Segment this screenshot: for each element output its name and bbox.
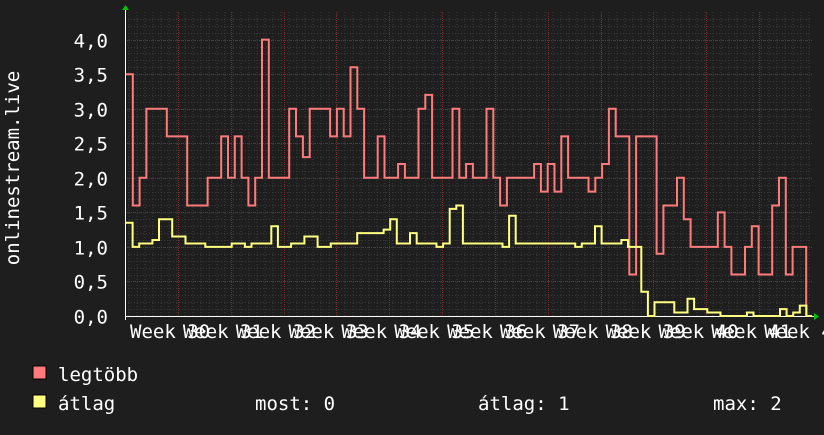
x-tick-label: Week 30 — [130, 321, 210, 343]
y-tick-label: 2,0 — [74, 169, 108, 191]
y-tick-label: 2,5 — [74, 134, 108, 156]
x-tick-label: Week 38 — [553, 321, 633, 343]
x-tick-label: Week 40 — [658, 321, 738, 343]
y-tick-label: 3,5 — [74, 65, 108, 87]
legend-swatch-max — [32, 365, 47, 380]
series-line-max — [126, 38, 812, 317]
x-tick-label: Week 39 — [606, 321, 686, 343]
legend-label-max: legtöbb — [58, 364, 138, 386]
y-tick-label: 3,0 — [74, 100, 108, 122]
legend-label-avg: átlag — [58, 393, 115, 415]
x-tick-label: Week 33 — [289, 321, 369, 343]
y-axis-label: onlinestream.live — [2, 71, 24, 265]
x-tick-label: Week 35 — [394, 321, 474, 343]
y-tick-label: 1,5 — [74, 203, 108, 225]
axes — [122, 5, 819, 320]
stat-max: max: 2 — [713, 393, 782, 415]
y-tick-label: 0,0 — [74, 307, 108, 329]
y-tick-label: 0,5 — [74, 272, 108, 294]
y-axis-arrow — [122, 5, 129, 10]
y-tick-label: 4,0 — [74, 31, 108, 53]
x-tick-label: Week 34 — [341, 321, 421, 343]
x-tick-label: Week 42 — [764, 321, 824, 343]
x-tick-label: Week 32 — [236, 321, 316, 343]
x-tick-label: Week 36 — [447, 321, 527, 343]
y-tick-labels: 0,0 0,5 1,0 1,5 2,0 2,5 3,0 3,5 4,0 — [74, 31, 108, 329]
x-tick-label: Week 41 — [711, 321, 791, 343]
x-tick-label: Week 31 — [183, 321, 263, 343]
y-tick-label: 1,0 — [74, 238, 108, 260]
series-lines — [126, 38, 812, 317]
grid — [125, 12, 812, 316]
x-axis-arrow — [814, 313, 819, 320]
x-tick-label: Week 37 — [500, 321, 580, 343]
stat-current: most: 0 — [255, 393, 335, 415]
legend: legtöbb átlag most: 0 átlag: 1 max: 2 — [32, 364, 782, 415]
stat-average: átlag: 1 — [478, 393, 570, 415]
series-line-avg — [126, 204, 812, 317]
legend-swatch-avg — [32, 394, 47, 409]
